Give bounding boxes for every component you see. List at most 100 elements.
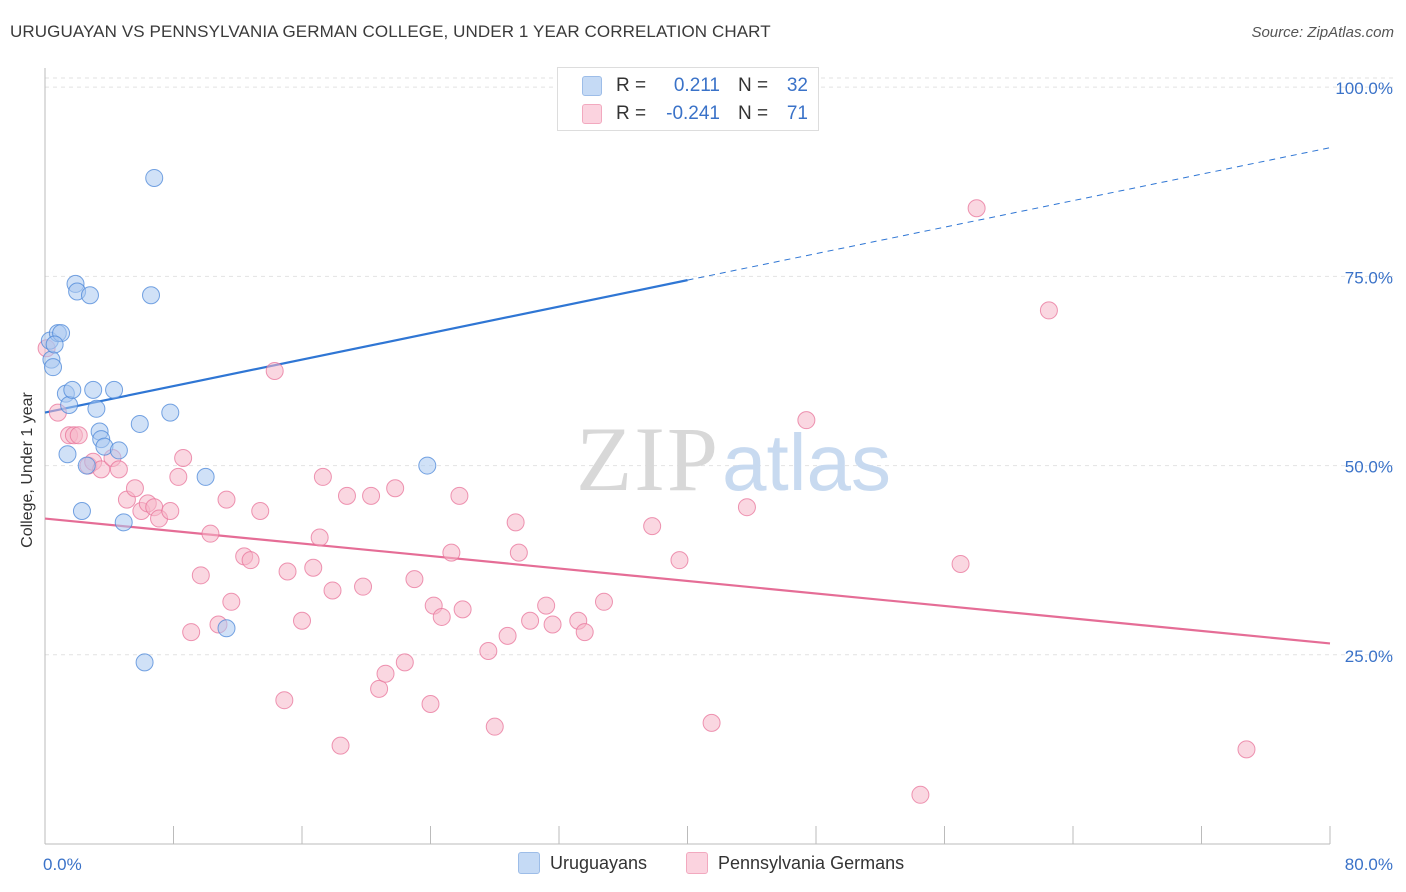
trend-line-uruguayans-extended [687, 147, 1331, 281]
legend-swatch-uruguayans [582, 76, 602, 96]
point-pennsylvania-germans [217, 490, 236, 509]
point-pennsylvania-germans [405, 570, 424, 589]
point-uruguayans [161, 403, 180, 422]
point-uruguayans [145, 168, 164, 187]
point-pennsylvania-germans [125, 479, 144, 498]
point-pennsylvania-germans [169, 467, 188, 486]
point-uruguayans [84, 380, 103, 399]
legend-swatch-pennsylvania-germans [686, 852, 708, 874]
point-pennsylvania-germans [69, 426, 88, 445]
watermark-zip: ZIP [576, 408, 720, 510]
point-uruguayans [45, 335, 64, 354]
legend-n-value: 32 [786, 75, 808, 96]
point-pennsylvania-germans [354, 577, 373, 596]
point-pennsylvania-germans [337, 486, 356, 505]
legend-r-label: R = [616, 75, 647, 96]
point-pennsylvania-germans [278, 562, 297, 581]
point-uruguayans [63, 380, 82, 399]
y-tick-label: 25.0% [1345, 647, 1393, 666]
point-pennsylvania-germans [537, 596, 556, 615]
point-uruguayans [114, 513, 133, 532]
point-pennsylvania-germans [161, 501, 180, 520]
legend-item-uruguayans: Uruguayans [518, 852, 647, 874]
point-uruguayans [105, 380, 124, 399]
point-uruguayans [196, 467, 215, 486]
point-uruguayans [58, 445, 77, 464]
legend-r-label: R = [616, 103, 647, 124]
point-pennsylvania-germans [506, 513, 525, 532]
data-points [37, 74, 1256, 804]
legend-label-pennsylvania-germans: Pennsylvania Germans [718, 852, 905, 873]
source-label: Source: ZipAtlas.com [1251, 24, 1394, 41]
legend-swatch-pennsylvania-germans [582, 104, 602, 124]
point-pennsylvania-germans [737, 498, 756, 517]
point-uruguayans [142, 286, 161, 305]
point-pennsylvania-germans [509, 543, 528, 562]
point-pennsylvania-germans [421, 694, 440, 713]
y-tick-label: 75.0% [1345, 268, 1393, 287]
point-pennsylvania-germans [951, 554, 970, 573]
point-uruguayans [60, 396, 79, 415]
trend-lines [44, 147, 1331, 645]
legend-label-uruguayans: Uruguayans [550, 852, 648, 873]
point-pennsylvania-germans [310, 528, 329, 547]
point-pennsylvania-germans [453, 600, 472, 619]
axes [44, 68, 1331, 845]
point-pennsylvania-germans [395, 653, 414, 672]
point-pennsylvania-germans [191, 566, 210, 585]
point-pennsylvania-germans [442, 543, 461, 562]
point-pennsylvania-germans [967, 199, 986, 218]
point-pennsylvania-germans [313, 467, 332, 486]
point-pennsylvania-germans [432, 607, 451, 626]
point-pennsylvania-germans [521, 611, 540, 630]
chart-title: URUGUAYAN VS PENNSYLVANIA GERMAN COLLEGE… [10, 22, 771, 41]
legend-row-uruguayans: R = 0.211 N = 32 [582, 74, 808, 98]
y-tick-label: 100.0% [1335, 79, 1393, 98]
point-pennsylvania-germans [450, 486, 469, 505]
legend-row-pennsylvania-germans: R = -0.241 N = 71 [582, 102, 808, 126]
legend-r-value: -0.241 [666, 103, 720, 124]
watermark: ZIP atlas [576, 408, 891, 510]
point-pennsylvania-germans [293, 611, 311, 630]
point-pennsylvania-germans [594, 592, 613, 611]
point-pennsylvania-germans [575, 623, 594, 642]
point-pennsylvania-germans [498, 626, 517, 645]
point-uruguayans [135, 653, 154, 672]
point-pennsylvania-germans [362, 486, 381, 505]
point-uruguayans [80, 286, 99, 305]
x-tick-label: 80.0% [1345, 855, 1393, 874]
point-uruguayans [72, 501, 91, 520]
trend-line-pennsylvania-germans [44, 517, 1331, 645]
point-pennsylvania-germans [109, 460, 128, 479]
point-uruguayans [109, 441, 128, 460]
trend-line-uruguayans [44, 279, 688, 414]
point-pennsylvania-germans [275, 691, 294, 710]
point-uruguayans [217, 619, 236, 638]
legend-n-label: N = [738, 75, 769, 96]
point-pennsylvania-germans [323, 581, 342, 600]
point-pennsylvania-germans [543, 615, 562, 634]
point-uruguayans [44, 358, 63, 377]
point-pennsylvania-germans [386, 479, 405, 498]
point-pennsylvania-germans [1237, 740, 1256, 759]
point-pennsylvania-germans [376, 664, 395, 683]
point-pennsylvania-germans [201, 524, 220, 543]
point-pennsylvania-germans [222, 592, 241, 611]
tick-labels: 25.0% 50.0% 75.0% 100.0% 0.0% 80.0% [43, 79, 1393, 874]
point-pennsylvania-germans [304, 558, 323, 577]
legend-n-value: 71 [786, 103, 808, 124]
point-pennsylvania-germans [911, 785, 930, 804]
x-tick-label: 0.0% [43, 855, 82, 874]
point-uruguayans [77, 456, 96, 475]
point-pennsylvania-germans [479, 642, 498, 660]
point-uruguayans [87, 399, 106, 418]
point-pennsylvania-germans [182, 623, 201, 642]
legend-r-value: 0.211 [673, 75, 720, 96]
legend-swatch-uruguayans [518, 852, 540, 874]
point-pennsylvania-germans [251, 501, 270, 520]
point-pennsylvania-germans [797, 411, 816, 430]
point-pennsylvania-germans [174, 449, 193, 467]
legend-item-pennsylvania-germans: Pennsylvania Germans [686, 852, 904, 874]
point-pennsylvania-germans [331, 736, 350, 755]
